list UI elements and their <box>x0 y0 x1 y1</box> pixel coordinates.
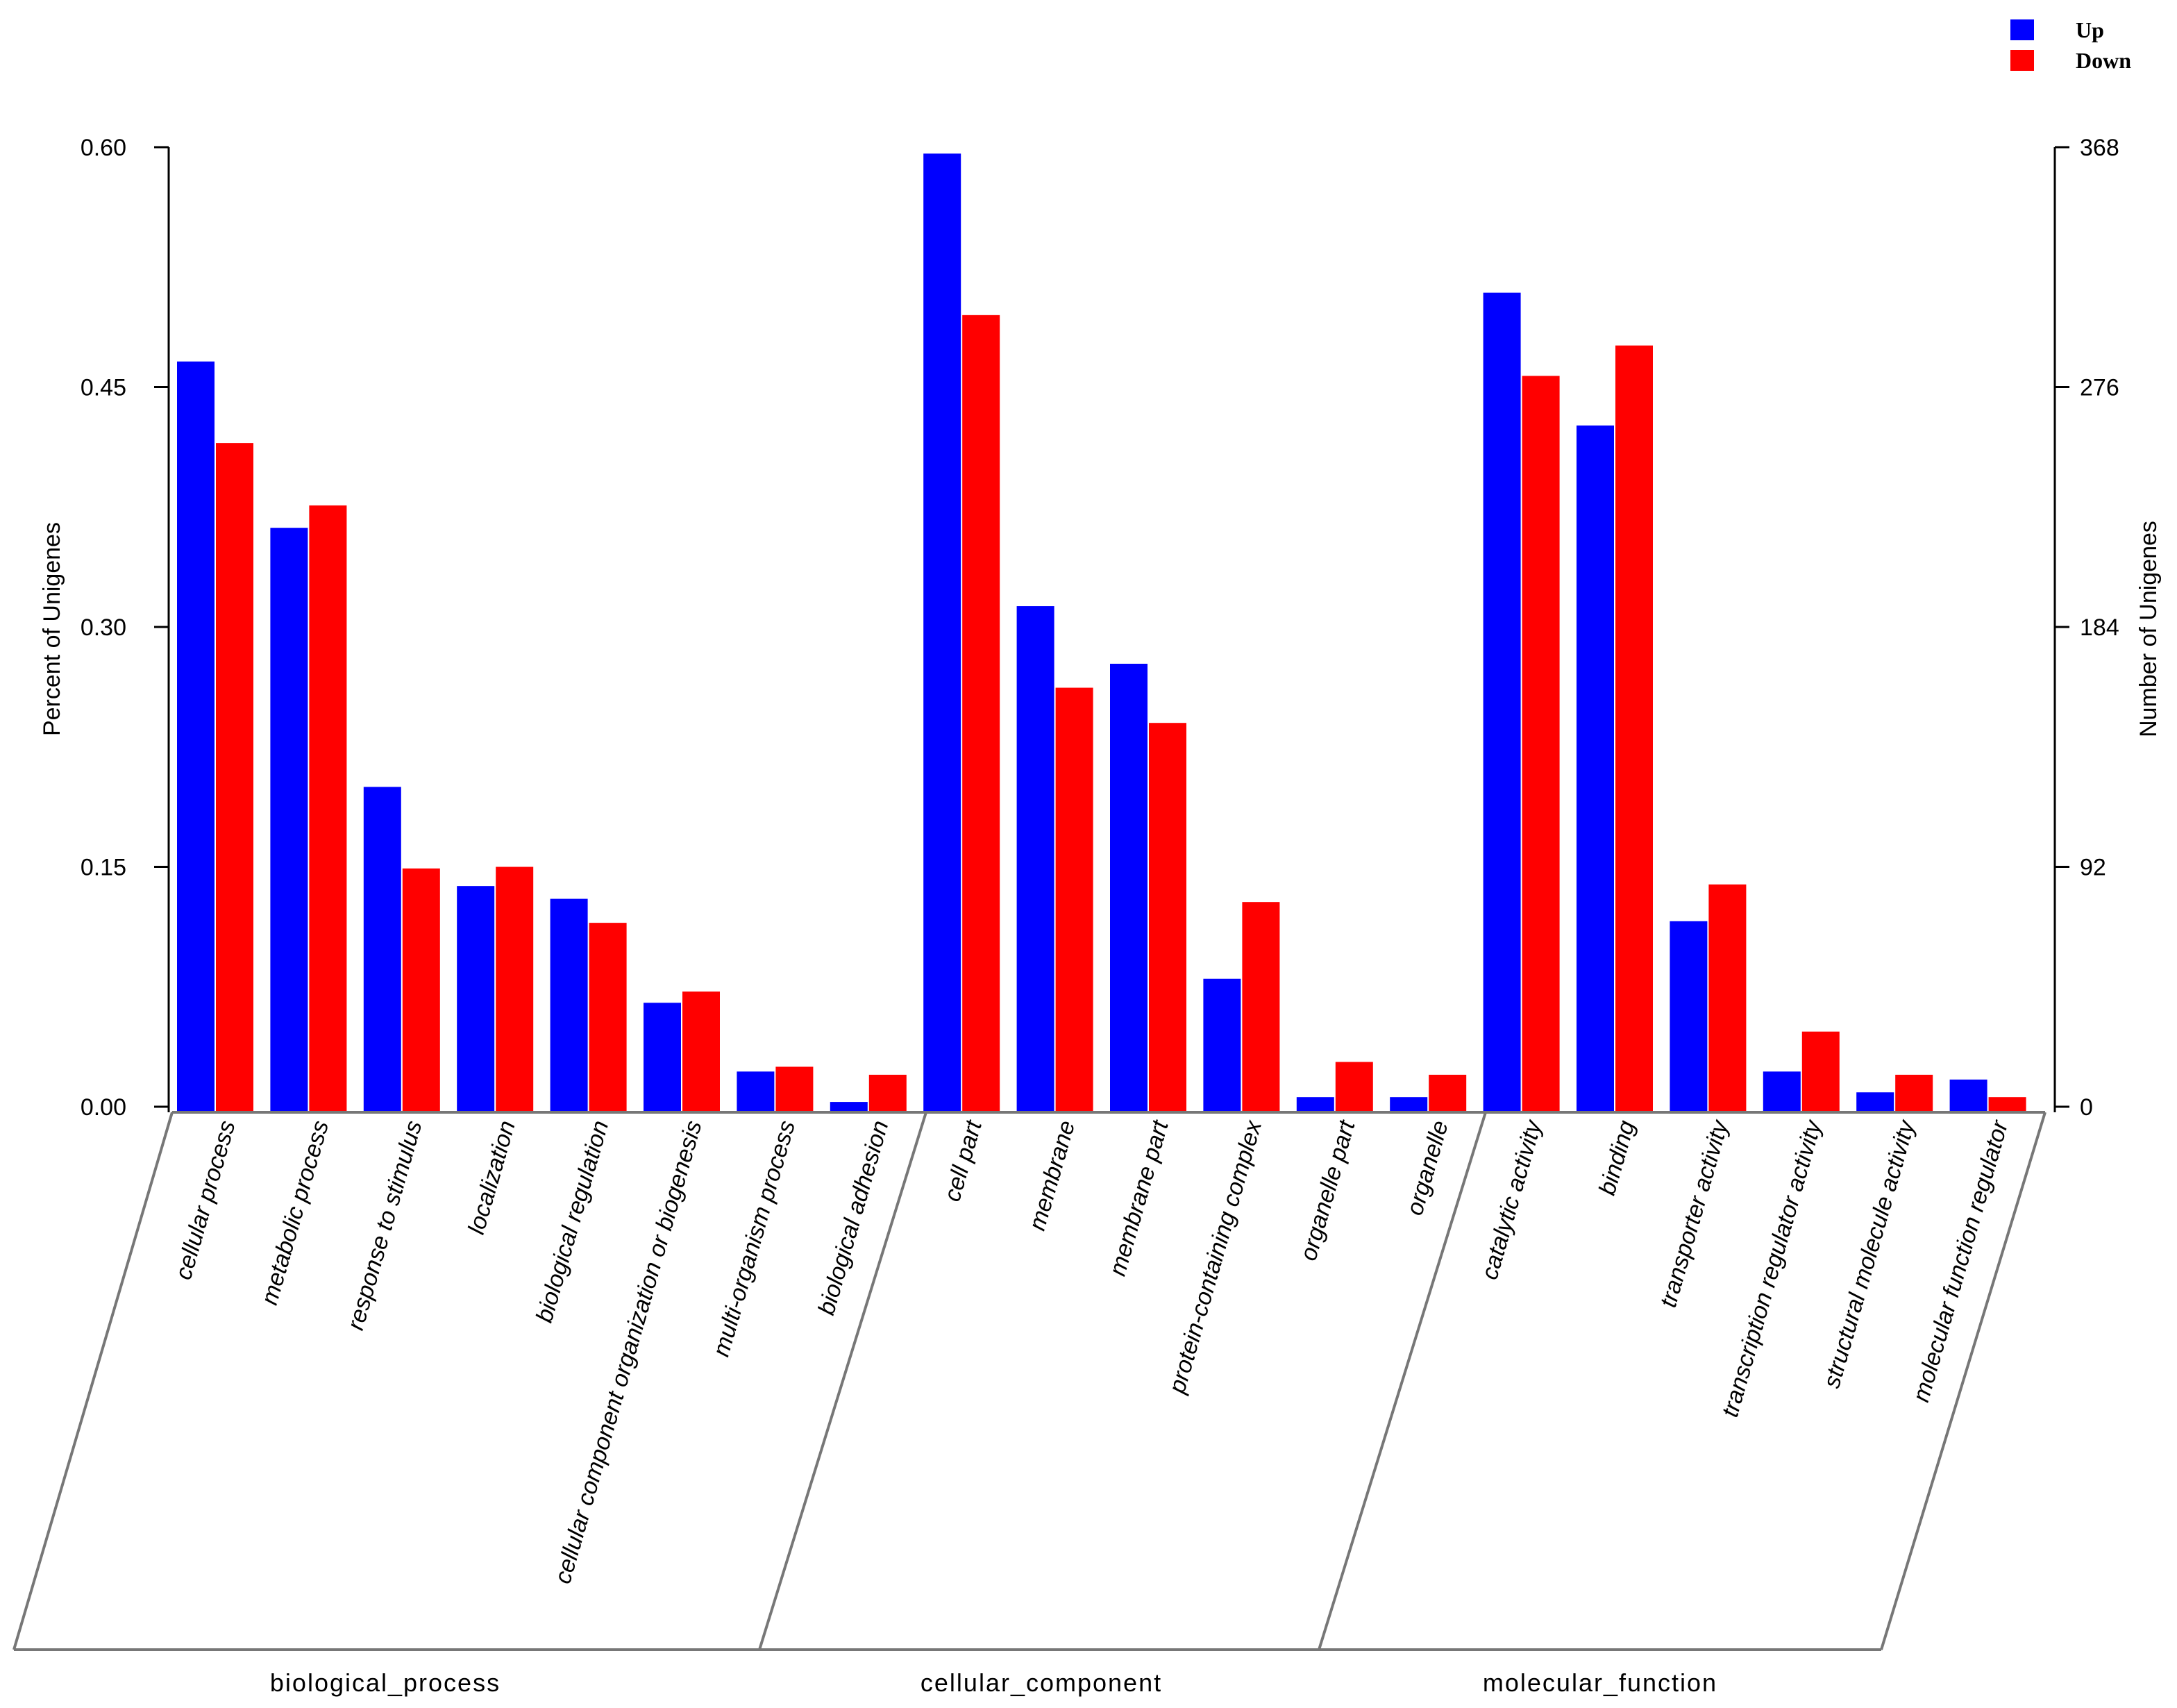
category-frame <box>12 1111 2046 1651</box>
right-tick-label: 92 <box>2080 855 2106 881</box>
right-tick-label: 0 <box>2080 1094 2093 1121</box>
bar-down <box>1242 902 1280 1111</box>
bar-up <box>737 1071 775 1111</box>
bar-up <box>830 1102 868 1111</box>
bar-down <box>496 866 534 1111</box>
bar-up <box>1670 921 1708 1111</box>
bar-up <box>1483 292 1521 1112</box>
bar-up <box>1016 606 1054 1111</box>
bar-down <box>1895 1074 1933 1111</box>
legend-swatch-down <box>2010 50 2034 71</box>
category-label: binding <box>1594 1118 1640 1198</box>
group-labels: biological_process cellular_component mole… <box>270 1668 1717 1697</box>
category-label: molecular function regulator <box>1908 1116 2014 1405</box>
bar-down <box>868 1074 907 1111</box>
category-label: metabolic process <box>256 1118 334 1308</box>
bar-down <box>589 923 627 1111</box>
bar-up <box>1763 1071 1801 1111</box>
category-label: transporter activity <box>1655 1116 1734 1310</box>
bar-down <box>1522 376 1560 1111</box>
bar-up <box>923 153 961 1111</box>
bar-up <box>1296 1097 1334 1111</box>
bar-up <box>1110 663 1148 1111</box>
bar-down <box>1615 345 1653 1112</box>
bar-up <box>1203 978 1241 1111</box>
right-tick-label: 368 <box>2080 135 2119 161</box>
bars <box>177 153 2026 1112</box>
bar-up <box>644 1003 681 1111</box>
category-label: cellular process <box>170 1118 241 1283</box>
category-label: multi-organism process <box>708 1118 800 1359</box>
bar-down <box>1429 1074 1467 1111</box>
frame-separator <box>758 1112 927 1650</box>
left-axis-title: Percent of Unigenes <box>39 522 65 736</box>
legend-label-down: Down <box>2076 48 2131 73</box>
bar-down <box>1055 687 1093 1111</box>
left-tick-label: 0.00 <box>81 1094 126 1121</box>
category-labels: cellular process metabolic process respons… <box>170 1116 2014 1586</box>
legend-swatch-up <box>2010 19 2034 40</box>
right-tick-label: 276 <box>2080 375 2119 401</box>
category-label: biological regulation <box>531 1118 614 1325</box>
bar-down <box>682 991 720 1111</box>
bar-down <box>309 505 347 1111</box>
bar-down <box>1801 1031 1840 1111</box>
bar-up <box>1949 1079 1987 1111</box>
bar-up <box>1390 1097 1428 1111</box>
category-label: protein-containing complex <box>1163 1117 1267 1397</box>
left-axis-ticks: 0.00 0.15 0.30 0.45 0.60 <box>81 135 169 1121</box>
bar-up <box>1856 1092 1894 1111</box>
bar-up <box>457 886 495 1111</box>
right-tick-label: 184 <box>2080 614 2119 641</box>
bar-up <box>363 787 401 1111</box>
legend: Up Down <box>2010 17 2131 73</box>
left-tick-label: 0.60 <box>81 135 126 161</box>
bar-up <box>177 361 215 1111</box>
bar-down <box>1988 1097 2026 1111</box>
bar-down <box>775 1066 814 1111</box>
category-label: response to stimulus <box>342 1118 427 1333</box>
bar-down <box>1149 723 1186 1111</box>
left-tick-label: 0.30 <box>81 614 126 641</box>
bar-up <box>550 898 588 1111</box>
right-axis-title: Number of Unigenes <box>2135 521 2162 737</box>
category-label: transcription regulator activity <box>1717 1116 1827 1420</box>
left-tick-label: 0.45 <box>81 375 126 401</box>
category-label: structural molecule activity <box>1818 1116 1920 1391</box>
category-label: organelle part <box>1295 1116 1361 1264</box>
frame-separator <box>1318 1112 1487 1650</box>
category-label: biological adhesion <box>813 1118 893 1318</box>
bar-down <box>962 315 1000 1112</box>
bar-down <box>1708 884 1747 1111</box>
bar-up <box>1577 425 1614 1111</box>
frame-separator <box>12 1112 174 1650</box>
group-label: biological_process <box>270 1668 501 1697</box>
legend-label-up: Up <box>2076 17 2104 42</box>
bar-down <box>216 443 253 1111</box>
frame-separator <box>1880 1112 2046 1650</box>
left-tick-label: 0.15 <box>81 855 126 881</box>
bar-down <box>402 868 440 1111</box>
right-axis-ticks: 0 92 184 276 368 <box>2055 135 2119 1121</box>
group-label: cellular_component <box>921 1668 1162 1697</box>
category-label: cell part <box>939 1116 988 1204</box>
category-label: organelle <box>1402 1118 1454 1219</box>
category-label: membrane part <box>1104 1116 1175 1279</box>
bar-up <box>270 528 308 1111</box>
category-label: membrane <box>1024 1118 1080 1234</box>
category-label: catalytic activity <box>1477 1116 1547 1282</box>
bar-down <box>1335 1062 1373 1111</box>
group-label: molecular_function <box>1483 1668 1717 1697</box>
category-label: localization <box>463 1118 521 1237</box>
